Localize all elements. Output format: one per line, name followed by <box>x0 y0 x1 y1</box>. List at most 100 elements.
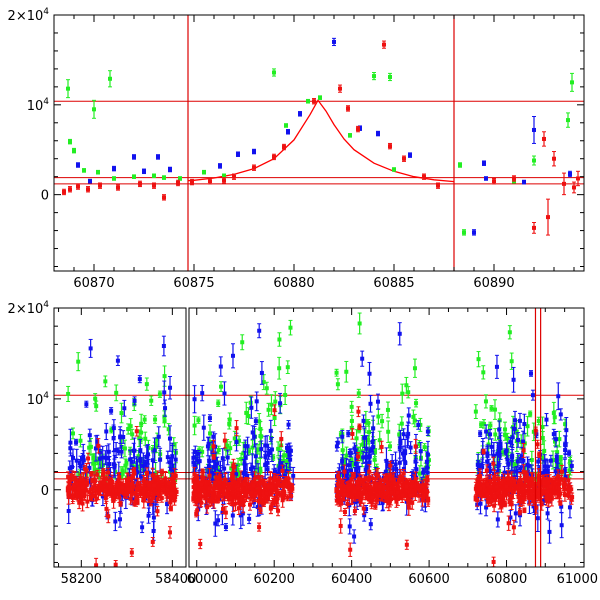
point-marker <box>149 398 154 403</box>
point-marker <box>137 377 142 382</box>
data-point <box>158 447 163 472</box>
point-marker <box>282 453 287 458</box>
data-point <box>334 368 339 377</box>
data-point <box>278 392 283 414</box>
data-point <box>414 398 419 408</box>
data-point <box>142 455 147 472</box>
point-marker <box>239 457 244 462</box>
data-point <box>156 426 161 448</box>
point-marker <box>476 466 481 471</box>
data-point <box>62 188 66 196</box>
point-marker <box>352 446 357 451</box>
data-point <box>346 430 351 438</box>
point-marker <box>390 459 395 464</box>
point-marker <box>417 441 422 446</box>
data-point <box>162 410 167 424</box>
data-point <box>542 131 546 147</box>
point-marker <box>421 469 426 474</box>
point-marker <box>558 462 563 467</box>
data-point <box>425 440 430 469</box>
point-marker <box>234 440 239 445</box>
point-marker <box>288 325 293 330</box>
data-point <box>551 450 556 470</box>
data-point <box>284 123 288 128</box>
point-marker <box>482 161 486 166</box>
point-marker <box>566 118 570 123</box>
series-green <box>66 68 574 236</box>
data-point <box>406 421 411 447</box>
point-marker <box>512 176 516 181</box>
point-marker <box>542 448 547 453</box>
point-marker <box>100 455 105 460</box>
data-point <box>143 431 148 446</box>
point-marker <box>553 469 558 474</box>
point-marker <box>212 465 217 470</box>
point-marker <box>132 174 136 179</box>
data-point <box>532 221 536 234</box>
data-point <box>244 401 249 425</box>
data-point <box>418 441 423 461</box>
data-point <box>569 460 574 472</box>
data-point <box>122 399 127 417</box>
data-point <box>168 166 172 173</box>
data-point <box>392 167 396 172</box>
data-point <box>287 442 292 468</box>
point-marker <box>88 346 93 351</box>
point-marker <box>497 418 502 423</box>
point-marker <box>344 369 349 374</box>
data-point <box>201 414 206 441</box>
point-marker <box>144 382 149 387</box>
point-marker <box>491 453 496 458</box>
point-marker <box>178 176 182 181</box>
point-marker <box>367 371 372 376</box>
data-point <box>503 448 508 456</box>
point-marker <box>223 525 228 530</box>
point-marker <box>403 461 408 466</box>
point-marker <box>371 445 376 450</box>
point-marker <box>345 476 350 481</box>
point-marker <box>97 456 102 461</box>
point-marker <box>79 481 84 486</box>
point-marker <box>356 391 361 396</box>
data-point <box>126 423 131 435</box>
data-point <box>89 471 94 477</box>
data-point <box>216 514 221 527</box>
point-marker <box>253 419 258 424</box>
point-marker <box>425 452 430 457</box>
data-point <box>568 170 572 178</box>
data-point <box>66 385 71 402</box>
point-marker <box>78 438 83 443</box>
data-point <box>557 430 562 448</box>
data-point <box>176 179 180 187</box>
point-marker <box>193 464 198 469</box>
data-point <box>366 419 371 427</box>
data-point <box>312 98 316 105</box>
point-marker <box>244 410 249 415</box>
point-marker <box>146 452 151 457</box>
data-point <box>416 420 421 430</box>
data-point <box>522 179 526 185</box>
point-marker <box>497 427 502 432</box>
point-marker <box>401 432 406 437</box>
point-marker <box>404 383 409 388</box>
data-point <box>84 400 89 408</box>
data-point <box>286 420 291 430</box>
point-marker <box>426 458 431 463</box>
data-point <box>398 438 403 449</box>
point-marker <box>218 163 222 168</box>
data-point <box>332 37 336 47</box>
point-marker <box>498 441 503 446</box>
point-marker <box>192 423 197 428</box>
point-marker <box>128 424 133 429</box>
point-marker <box>376 131 380 136</box>
point-marker <box>155 436 160 441</box>
point-marker <box>478 464 483 469</box>
data-point <box>132 174 136 179</box>
data-point <box>112 176 116 181</box>
point-marker <box>220 510 225 515</box>
data-point <box>368 446 373 454</box>
point-marker <box>257 419 262 424</box>
point-marker <box>564 428 569 433</box>
data-point <box>335 437 340 449</box>
data-point <box>202 169 206 175</box>
